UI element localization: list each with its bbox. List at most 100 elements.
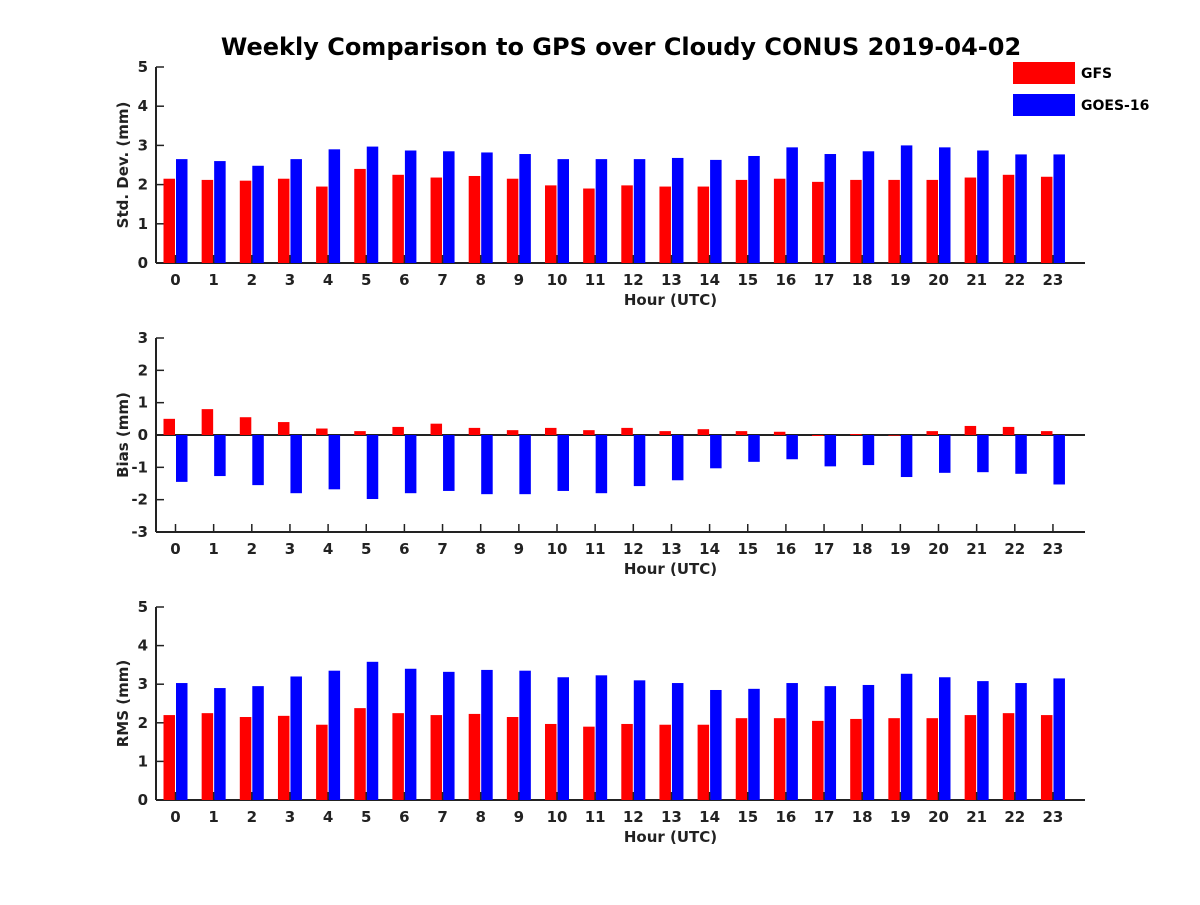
x-tick-label: 13: [661, 271, 682, 289]
x-tick-label: 21: [966, 540, 987, 558]
x-tick-label: 8: [475, 540, 485, 558]
gfs-bar-hour-23: [1040, 176, 1053, 263]
goes16-bar-hour-16: [786, 435, 798, 460]
gfs-bar-hour-7: [430, 177, 443, 263]
y-tick-label: 2: [138, 176, 148, 194]
gfs-bar-hour-6: [392, 174, 404, 263]
goes16-bar-hour-17: [824, 686, 837, 800]
x-tick-label: 3: [285, 540, 295, 558]
gfs-bar-hour-1: [201, 179, 214, 263]
x-tick-label: 12: [623, 808, 644, 826]
y-tick-label: -3: [131, 523, 148, 541]
gfs-bar-hour-23: [1040, 431, 1053, 435]
x-tick-label: 20: [928, 271, 949, 289]
y-tick-label: 4: [138, 637, 148, 655]
gfs-bar-hour-15: [735, 179, 748, 263]
gfs-bar-hour-18: [850, 179, 862, 263]
legend-label-goes16: GOES-16: [1081, 98, 1149, 114]
x-tick-label: 11: [585, 808, 606, 826]
gfs-bar-hour-2: [239, 717, 252, 800]
y-tick-label: 0: [138, 426, 148, 444]
goes16-bar-hour-16: [786, 683, 798, 800]
x-tick-label: 16: [775, 540, 796, 558]
gfs-bar-hour-17: [812, 435, 824, 436]
goes16-bar-hour-1: [214, 688, 226, 800]
goes16-bar-hour-10: [557, 159, 569, 263]
goes16-bar-hour-16: [786, 147, 798, 263]
y-axis-label: Bias (mm): [114, 392, 132, 478]
goes16-bar-hour-4: [328, 670, 341, 800]
gfs-bar-hour-0: [163, 178, 175, 263]
goes16-bar-hour-7: [443, 435, 455, 491]
gfs-bar-hour-21: [964, 177, 977, 263]
x-tick-label: 0: [170, 808, 180, 826]
gfs-bar-hour-8: [468, 175, 481, 263]
goes16-bar-hour-23: [1053, 435, 1065, 485]
gfs-bar-hour-15: [735, 718, 748, 800]
goes16-bar-hour-0: [176, 683, 188, 800]
x-tick-label: 16: [775, 808, 796, 826]
gfs-bar-hour-14: [697, 429, 710, 435]
gfs-bar-hour-2: [239, 180, 252, 263]
gfs-bar-hour-0: [163, 418, 175, 435]
x-tick-label: 1: [208, 808, 218, 826]
goes16-bar-hour-20: [939, 677, 951, 800]
gfs-bar-hour-14: [697, 724, 710, 800]
goes16-bar-hour-5: [366, 146, 379, 263]
x-tick-label: 16: [775, 271, 796, 289]
gfs-bar-hour-2: [239, 417, 252, 435]
x-tick-label: 4: [323, 540, 333, 558]
gfs-bar-hour-4: [316, 186, 328, 263]
gfs-bar-hour-3: [277, 715, 290, 800]
x-tick-label: 21: [966, 271, 987, 289]
x-tick-label: 12: [623, 271, 644, 289]
goes16-bar-hour-14: [710, 159, 722, 263]
y-tick-label: 4: [138, 97, 148, 115]
x-tick-label: 6: [399, 808, 409, 826]
y-tick-label: 5: [138, 598, 148, 616]
gfs-bar-hour-15: [735, 431, 748, 435]
gfs-bar-hour-13: [659, 431, 671, 435]
x-tick-label: 10: [547, 271, 568, 289]
x-tick-label: 6: [399, 271, 409, 289]
x-tick-label: 13: [661, 540, 682, 558]
x-tick-label: 22: [1004, 540, 1025, 558]
y-tick-label: -2: [131, 491, 148, 509]
goes16-bar-hour-13: [671, 683, 684, 800]
x-tick-label: 19: [890, 808, 911, 826]
gfs-bar-hour-6: [392, 426, 404, 435]
goes16-bar-hour-19: [900, 673, 913, 800]
legend-label-gfs: GFS: [1081, 66, 1112, 82]
x-tick-label: 21: [966, 808, 987, 826]
goes16-bar-hour-8: [481, 152, 493, 263]
y-tick-label: 0: [138, 254, 148, 272]
x-tick-label: 3: [285, 808, 295, 826]
gfs-bar-hour-16: [773, 718, 786, 800]
gfs-bar-hour-0: [163, 715, 175, 800]
gfs-bar-hour-21: [964, 715, 977, 800]
goes16-bar-hour-10: [557, 435, 569, 491]
gfs-bar-hour-17: [812, 720, 824, 800]
x-tick-label: 5: [361, 808, 371, 826]
goes16-bar-hour-6: [404, 435, 417, 494]
x-tick-label: 23: [1043, 271, 1064, 289]
gfs-bar-hour-19: [888, 435, 900, 436]
goes16-bar-hour-23: [1053, 154, 1065, 263]
x-tick-label: 11: [585, 540, 606, 558]
goes16-bar-hour-21: [977, 435, 989, 473]
goes16-bar-hour-10: [557, 677, 569, 800]
goes16-bar-hour-15: [748, 688, 760, 800]
x-axis-label: Hour (UTC): [624, 291, 717, 309]
y-tick-label: 3: [138, 675, 148, 693]
legend-swatch-gfs: [1013, 62, 1075, 84]
gfs-bar-hour-10: [545, 185, 557, 263]
x-tick-label: 23: [1043, 808, 1064, 826]
y-tick-label: -1: [131, 458, 148, 476]
gfs-bar-hour-20: [926, 179, 938, 263]
goes16-bar-hour-3: [290, 159, 302, 263]
gfs-bar-hour-18: [850, 718, 862, 800]
